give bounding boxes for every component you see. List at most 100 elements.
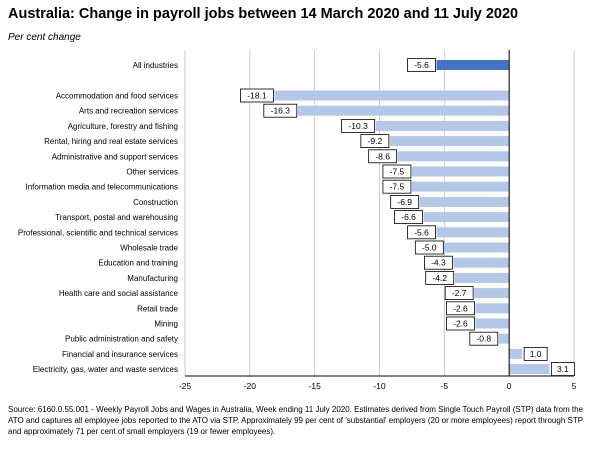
- data-label-box-17: [469, 331, 499, 346]
- x-tick-label-5: 0: [507, 381, 512, 391]
- data-label-box-15: [446, 301, 475, 316]
- data-label-box-10: [407, 225, 436, 240]
- data-label-box-13: [425, 270, 455, 285]
- category-label-13: Manufacturing: [127, 274, 178, 283]
- data-label-5: -8.6: [368, 149, 398, 164]
- category-label-9: Transport, postal and warehousing: [55, 213, 178, 222]
- data-label-text-18: 1.0: [530, 349, 542, 359]
- bar-4: [389, 136, 510, 147]
- bar-chart: -25 -20 -15 -10 -5 0 5 All industries Accommodat…: [18, 50, 577, 391]
- data-label-box-5: [368, 149, 398, 164]
- bar-18: [509, 348, 523, 359]
- category-label-5: Administrative and support services: [52, 152, 178, 161]
- data-label-box-2: [263, 103, 298, 118]
- data-label-text-1: -18.1: [247, 91, 267, 101]
- chart-subtitle: Per cent change: [8, 32, 81, 43]
- category-label-2: Arts and recreation services: [79, 107, 178, 116]
- chart-title: Australia: Change in payroll jobs betwee…: [8, 6, 519, 22]
- data-label-text-19: 3.1: [557, 364, 569, 374]
- data-label-text-11: -5.0: [422, 243, 437, 253]
- bar-9: [423, 212, 510, 223]
- category-label-6: Other services: [126, 168, 178, 177]
- data-label-text-6: -7.5: [390, 167, 405, 177]
- data-label-6: -7.5: [382, 164, 412, 179]
- data-label-box-4: [360, 134, 390, 149]
- bar-19: [509, 364, 550, 375]
- data-label-box-3: [341, 119, 376, 133]
- category-label-18: Financial and insurance services: [62, 350, 178, 359]
- data-label-12: -4.3: [424, 255, 453, 270]
- data-label-text-16: -2.6: [453, 319, 468, 329]
- data-label-1: -18.1: [240, 88, 274, 103]
- data-label-text-7: -7.5: [390, 182, 405, 192]
- category-label-12: Education and training: [98, 259, 178, 268]
- data-label-10: -5.6: [407, 225, 436, 240]
- data-label-box-19: [550, 362, 575, 377]
- data-label-box-1: [240, 88, 274, 103]
- x-tick-label-4: -5: [441, 381, 449, 391]
- data-label-text-5: -8.6: [375, 151, 390, 161]
- bar-2: [297, 105, 510, 116]
- data-label-8: -6.9: [390, 194, 420, 209]
- data-label-box-18: [523, 346, 548, 361]
- category-label-4: Rental, hiring and real estate services: [44, 137, 178, 146]
- bar-16: [475, 318, 510, 329]
- data-label-box-12: [424, 255, 453, 270]
- data-label-text-14: -2.7: [452, 288, 467, 298]
- category-label-17: Public administration and safety: [65, 335, 178, 344]
- x-tick-label-1: -20: [244, 381, 257, 391]
- x-tick-label-2: -15: [309, 381, 322, 391]
- data-label-box-0: [407, 58, 436, 72]
- data-label-text-9: -6.6: [401, 212, 416, 222]
- x-tick-label-6: 5: [572, 381, 577, 391]
- category-label-0: All industries: [133, 61, 178, 70]
- bar-12: [453, 257, 510, 268]
- data-label-17: -0.8: [469, 331, 499, 346]
- category-label-3: Agriculture, forestry and fishing: [68, 122, 178, 131]
- data-label-9: -6.6: [394, 210, 423, 225]
- data-label-text-10: -5.6: [414, 227, 429, 237]
- data-label-text-8: -6.9: [397, 197, 412, 207]
- category-label-10: Professional, scientific and technical s…: [18, 228, 178, 237]
- category-label-15: Retail trade: [137, 304, 178, 313]
- category-label-1: Accommodation and food services: [56, 92, 178, 101]
- data-label-text-0: -5.6: [414, 60, 429, 70]
- x-tick-label-0: -25: [179, 381, 192, 391]
- data-label-4: -9.2: [360, 134, 390, 149]
- data-label-16: -2.6: [446, 316, 475, 331]
- data-label-text-17: -0.8: [476, 334, 491, 344]
- bar-14: [474, 288, 510, 299]
- bar-17: [498, 333, 510, 344]
- bar-13: [454, 272, 510, 283]
- data-label-text-15: -2.6: [453, 303, 468, 313]
- data-label-box-11: [414, 240, 444, 255]
- category-label-19: Electricity, gas, water and waste servic…: [33, 365, 178, 374]
- data-label-box-6: [382, 164, 412, 179]
- data-label-text-12: -4.3: [431, 258, 446, 268]
- data-label-0: -5.6: [407, 58, 436, 72]
- category-label-8: Construction: [133, 198, 178, 207]
- bar-1: [274, 90, 510, 101]
- data-label-13: -4.2: [425, 270, 455, 285]
- bar-10: [436, 227, 510, 238]
- data-label-box-16: [446, 316, 475, 331]
- bar-5: [397, 151, 510, 162]
- data-label-2: -16.3: [263, 103, 298, 118]
- bar-7: [411, 181, 510, 192]
- bar-11: [444, 242, 510, 253]
- data-label-text-13: -4.2: [432, 273, 447, 283]
- category-label-14: Health care and social assistance: [59, 289, 179, 298]
- data-label-7: -7.5: [382, 179, 412, 194]
- data-label-text-3: -10.3: [348, 121, 368, 131]
- bar-8: [419, 196, 510, 207]
- category-label-16: Mining: [154, 320, 178, 329]
- category-label-11: Wholesale trade: [120, 244, 178, 253]
- category-label-7: Information media and telecommunications: [25, 183, 178, 192]
- bar-3: [375, 120, 510, 131]
- bar-6: [411, 166, 510, 177]
- data-label-15: -2.6: [446, 301, 475, 316]
- bar-15: [475, 303, 510, 314]
- data-label-3: -10.3: [341, 119, 376, 133]
- data-label-19: 3.1: [550, 362, 575, 377]
- data-label-box-9: [394, 210, 423, 225]
